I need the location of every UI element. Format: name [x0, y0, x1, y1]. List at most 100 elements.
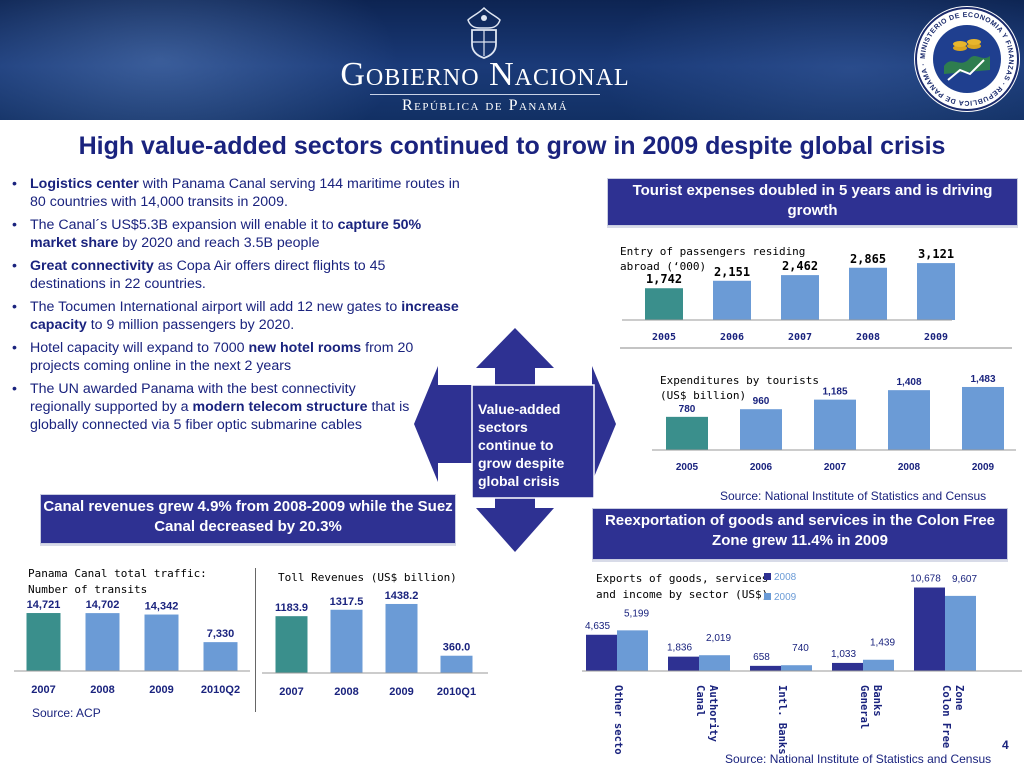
bar-2008-3: [832, 662, 863, 671]
bar-2008: [85, 613, 120, 671]
bar-2009: [385, 603, 418, 673]
bar-value-label: 1,836: [667, 643, 692, 654]
government-title: Gobierno Nacional: [340, 56, 630, 93]
bar-2008-1: [668, 656, 699, 671]
tick-label: Authority: [707, 685, 719, 743]
chart-divider: [255, 568, 256, 712]
bar-value-label: 740: [792, 643, 809, 654]
tick-label: Zone: [953, 685, 965, 710]
tick-label: 2008: [334, 686, 358, 698]
center-statement: Value-added sectors continue to grow des…: [478, 401, 565, 489]
header-divider: [370, 94, 600, 95]
bar-2009-1: [699, 655, 730, 671]
reexport-headline-box: Reexportation of goods and services in t…: [592, 508, 1008, 560]
tick-label: 2009: [389, 686, 413, 698]
bar-value-label: 1317.5: [330, 596, 364, 608]
bar-value-label: 1438.2: [385, 590, 419, 602]
bar-2006: [713, 280, 751, 320]
tick-label: 2010Q2: [201, 684, 240, 696]
bar-value-label: 360.0: [443, 642, 471, 654]
toll-revenues-chart: Toll Revenues (US$ billion) 1183.9 2007 13…: [262, 571, 488, 698]
legend-swatch-2008: [764, 573, 771, 580]
canal-headline-box: Canal revenues grew 4.9% from 2008-2009 …: [40, 494, 456, 544]
bar-2010Q2: [203, 642, 238, 671]
tick-label: 2005: [676, 462, 699, 473]
tick-label: Intl. Banks: [776, 685, 788, 755]
bar-2009: [144, 614, 179, 671]
tick-label: 2007: [824, 462, 847, 473]
bar-2007: [275, 616, 308, 673]
bar-value-label: 1183.9: [275, 602, 308, 614]
passengers-chart: Entry of passengers residing abroad (‘00…: [620, 245, 1012, 349]
government-subtitle: República de Panamá: [401, 97, 569, 114]
bar-value-label: 1,033: [831, 649, 856, 660]
tick-label: 2005: [652, 332, 676, 343]
bar-2005: [645, 288, 683, 320]
bar-value-label: 10,678: [910, 574, 941, 585]
bar-value-label: 9,607: [952, 574, 977, 585]
bullet-item: The Tocumen International airport will a…: [10, 298, 460, 334]
bar-value-label: 1,439: [870, 638, 895, 649]
bar-value-label: 2,462: [782, 259, 818, 273]
bar-value-label: 1,483: [970, 374, 995, 385]
tourist-source-note: Source: National Institute of Statistics…: [720, 489, 987, 503]
expenditures-chart: Expenditures by tourists (US$ billion) 7…: [652, 374, 1016, 473]
bar-value-label: 14,342: [145, 601, 179, 613]
bar-value-label: 780: [679, 404, 696, 415]
tick-label: Canal: [694, 685, 706, 717]
reexport-source-note: Source: National Institute of Statistics…: [725, 752, 992, 766]
tick-label: 2007: [788, 332, 812, 343]
canal-source-note: Source: ACP: [32, 706, 101, 720]
tick-label: Banks: [871, 685, 883, 717]
bullet-list: Logistics center with Panama Canal servi…: [10, 175, 460, 439]
chart-title-line: and income by sector (US$): [596, 588, 768, 601]
tick-label: 2006: [720, 332, 744, 343]
bar-2009-2: [781, 665, 812, 671]
exports-by-sector-chart: Exports of goods, services and income by…: [582, 572, 1022, 755]
bar-value-label: 1,185: [822, 387, 847, 398]
legend-label-2008: 2008: [774, 572, 797, 583]
bar-value-label: 1,408: [896, 377, 921, 388]
tick-label: 2008: [898, 462, 921, 473]
tourist-headline-box: Tourist expenses doubled in 5 years and …: [607, 178, 1018, 226]
bar-2009: [962, 386, 1004, 450]
chart-title-line: Number of transits: [28, 583, 147, 596]
bar-value-label: 14,721: [27, 599, 61, 611]
bullet-item: The Canal´s US$5.3B expansion will enabl…: [10, 216, 460, 252]
tick-label: Colon Free: [940, 685, 952, 748]
tick-label: 2008: [90, 684, 114, 696]
chart-title-line: abroad (‘000): [620, 260, 706, 273]
bar-2009: [917, 263, 955, 320]
bar-value-label: 2,019: [706, 633, 731, 644]
coat-of-arms-icon: [467, 6, 501, 59]
bar-value-label: 2,151: [714, 265, 750, 279]
four-way-arrow-icon: [414, 328, 616, 552]
tick-label: Other sectors: [612, 685, 624, 755]
bar-2008: [849, 267, 887, 320]
bar-value-label: 658: [753, 652, 770, 663]
bar-2008: [888, 390, 930, 450]
chart-title-line: Panama Canal total traffic:: [28, 567, 207, 580]
bar-value-label: 4,635: [585, 621, 610, 632]
bar-2009-3: [863, 659, 894, 671]
bar-2007: [781, 275, 819, 320]
bullet-item: Logistics center with Panama Canal servi…: [10, 175, 460, 211]
bar-2005: [666, 416, 708, 450]
bar-2008-0: [586, 634, 617, 671]
legend-swatch-2009: [764, 593, 771, 600]
bar-value-label: 960: [753, 396, 770, 407]
tick-label: 2009: [924, 332, 948, 343]
bar-2006: [740, 409, 782, 450]
chart-title-line: (US$ billion): [660, 389, 746, 402]
bar-value-label: 1,742: [646, 272, 682, 286]
bar-2007: [814, 399, 856, 450]
chart-title-line: Toll Revenues (US$ billion): [278, 571, 457, 584]
page-number: 4: [1002, 738, 1009, 752]
chart-title-line: Expenditures by tourists: [660, 374, 819, 387]
bar-value-label: 3,121: [918, 247, 954, 261]
bar-2008-2: [750, 665, 781, 671]
slide-title: High value-added sectors continued to gr…: [78, 132, 946, 160]
bar-value-label: 7,330: [207, 628, 235, 640]
bar-value-label: 5,199: [624, 608, 649, 619]
bar-2007: [26, 613, 61, 671]
